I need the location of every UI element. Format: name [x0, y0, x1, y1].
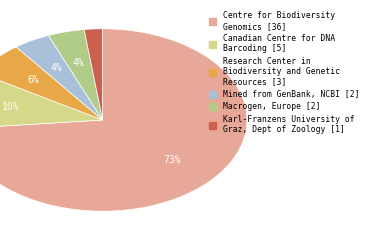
- Text: 10%: 10%: [2, 102, 20, 112]
- Wedge shape: [0, 73, 103, 129]
- Text: 4%: 4%: [73, 58, 85, 68]
- Wedge shape: [0, 29, 247, 211]
- Legend: Centre for Biodiversity
Genomics [36], Canadian Centre for DNA
Barcoding [5], Re: Centre for Biodiversity Genomics [36], C…: [209, 11, 359, 134]
- Wedge shape: [48, 30, 103, 120]
- Wedge shape: [0, 47, 103, 120]
- Wedge shape: [16, 36, 103, 120]
- Text: 73%: 73%: [163, 155, 181, 165]
- Text: 4%: 4%: [51, 63, 62, 73]
- Text: 6%: 6%: [27, 75, 39, 85]
- Wedge shape: [84, 29, 103, 120]
